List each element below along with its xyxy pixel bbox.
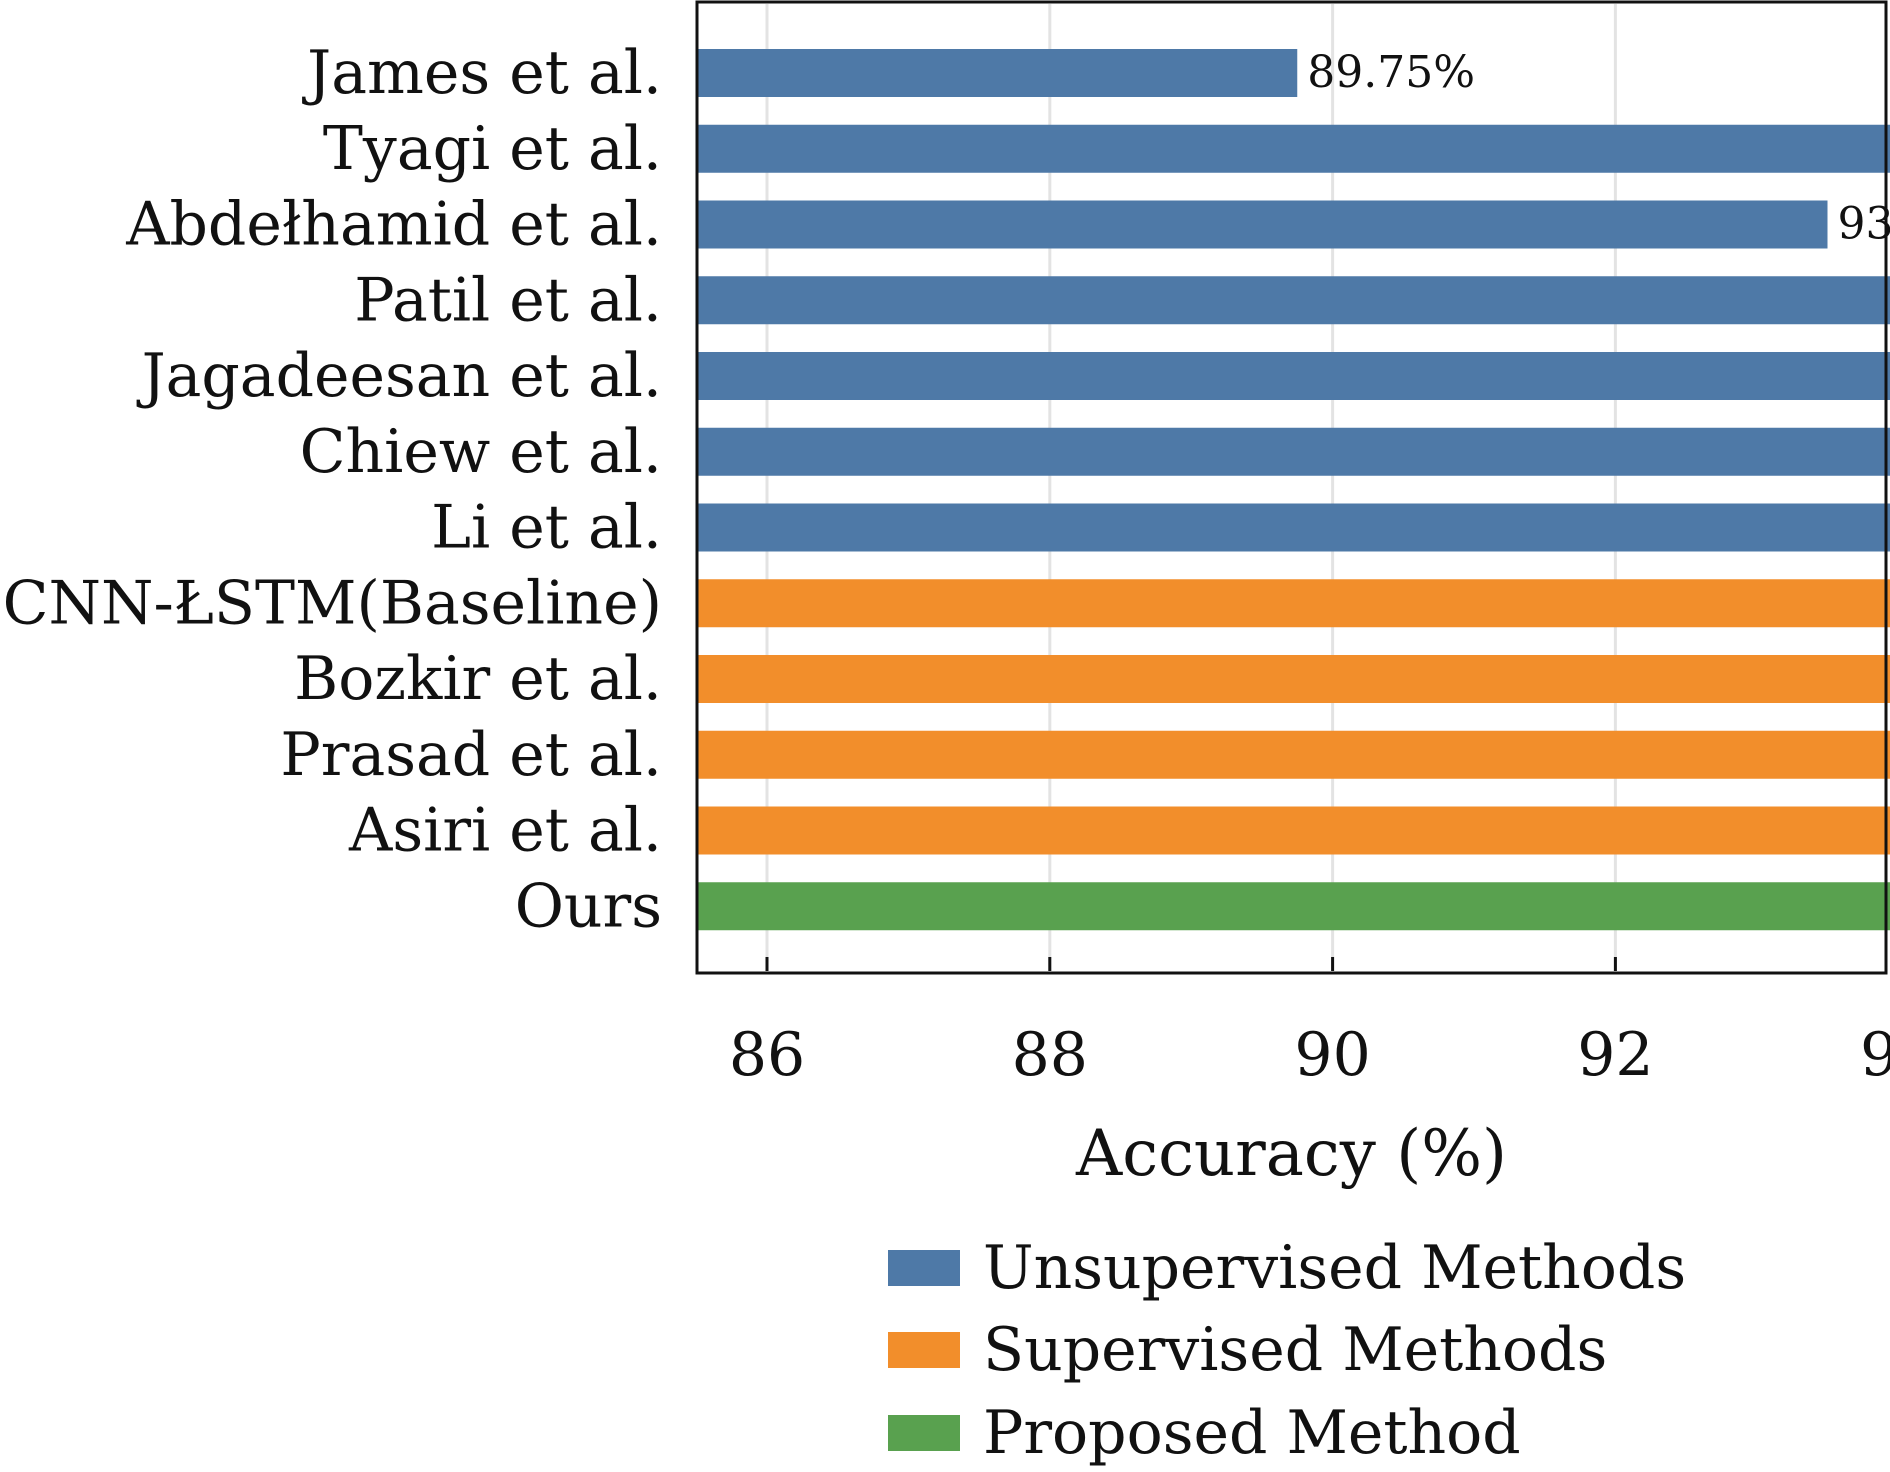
category-label: Abdełhamid et al.: [125, 190, 662, 260]
legend-swatch: [888, 1250, 960, 1286]
category-label: Jagadeesan et al.: [136, 341, 662, 411]
legend-swatch: [888, 1332, 960, 1368]
category-label: Prasad et al.: [280, 720, 662, 790]
bar: [699, 49, 1298, 97]
bar: [699, 504, 1890, 552]
legend-label: Proposed Method: [983, 1398, 1521, 1467]
category-label: Chiew et al.: [300, 417, 662, 487]
bar: [699, 201, 1828, 249]
bar-value-label: 93.50%: [1838, 199, 1890, 250]
x-tick-label: 86: [729, 1020, 805, 1090]
x-axis-title: Accuracy (%): [1075, 1117, 1507, 1191]
x-tick-label: 90: [1294, 1020, 1370, 1090]
category-label: Bozkir et al.: [294, 644, 662, 714]
legend-label: Unsupervised Methods: [983, 1233, 1686, 1303]
bar: [699, 882, 1890, 930]
x-tick-label: 94: [1860, 1020, 1890, 1090]
category-label: James et al.: [301, 38, 662, 108]
legend-label: Supervised Methods: [983, 1315, 1607, 1385]
bar: [699, 428, 1890, 476]
x-tick-label: 92: [1577, 1020, 1653, 1090]
category-label: Li et al.: [431, 493, 662, 563]
bar: [699, 125, 1890, 173]
category-label: Asiri et al.: [348, 796, 662, 866]
bar: [699, 731, 1890, 779]
bar: [699, 807, 1890, 855]
category-label: Patil et al.: [354, 265, 662, 335]
bar: [699, 579, 1890, 627]
x-tick-label: 88: [1012, 1020, 1088, 1090]
legend-swatch: [888, 1415, 960, 1451]
bar: [699, 352, 1890, 400]
category-label: CNN-ŁSTM(Baseline): [3, 568, 662, 638]
bar-value-label: 89.75%: [1307, 47, 1475, 98]
category-label: Tyagi et al.: [323, 114, 662, 184]
category-label: Ours: [515, 871, 662, 941]
bar: [699, 655, 1890, 703]
bar: [699, 276, 1890, 324]
